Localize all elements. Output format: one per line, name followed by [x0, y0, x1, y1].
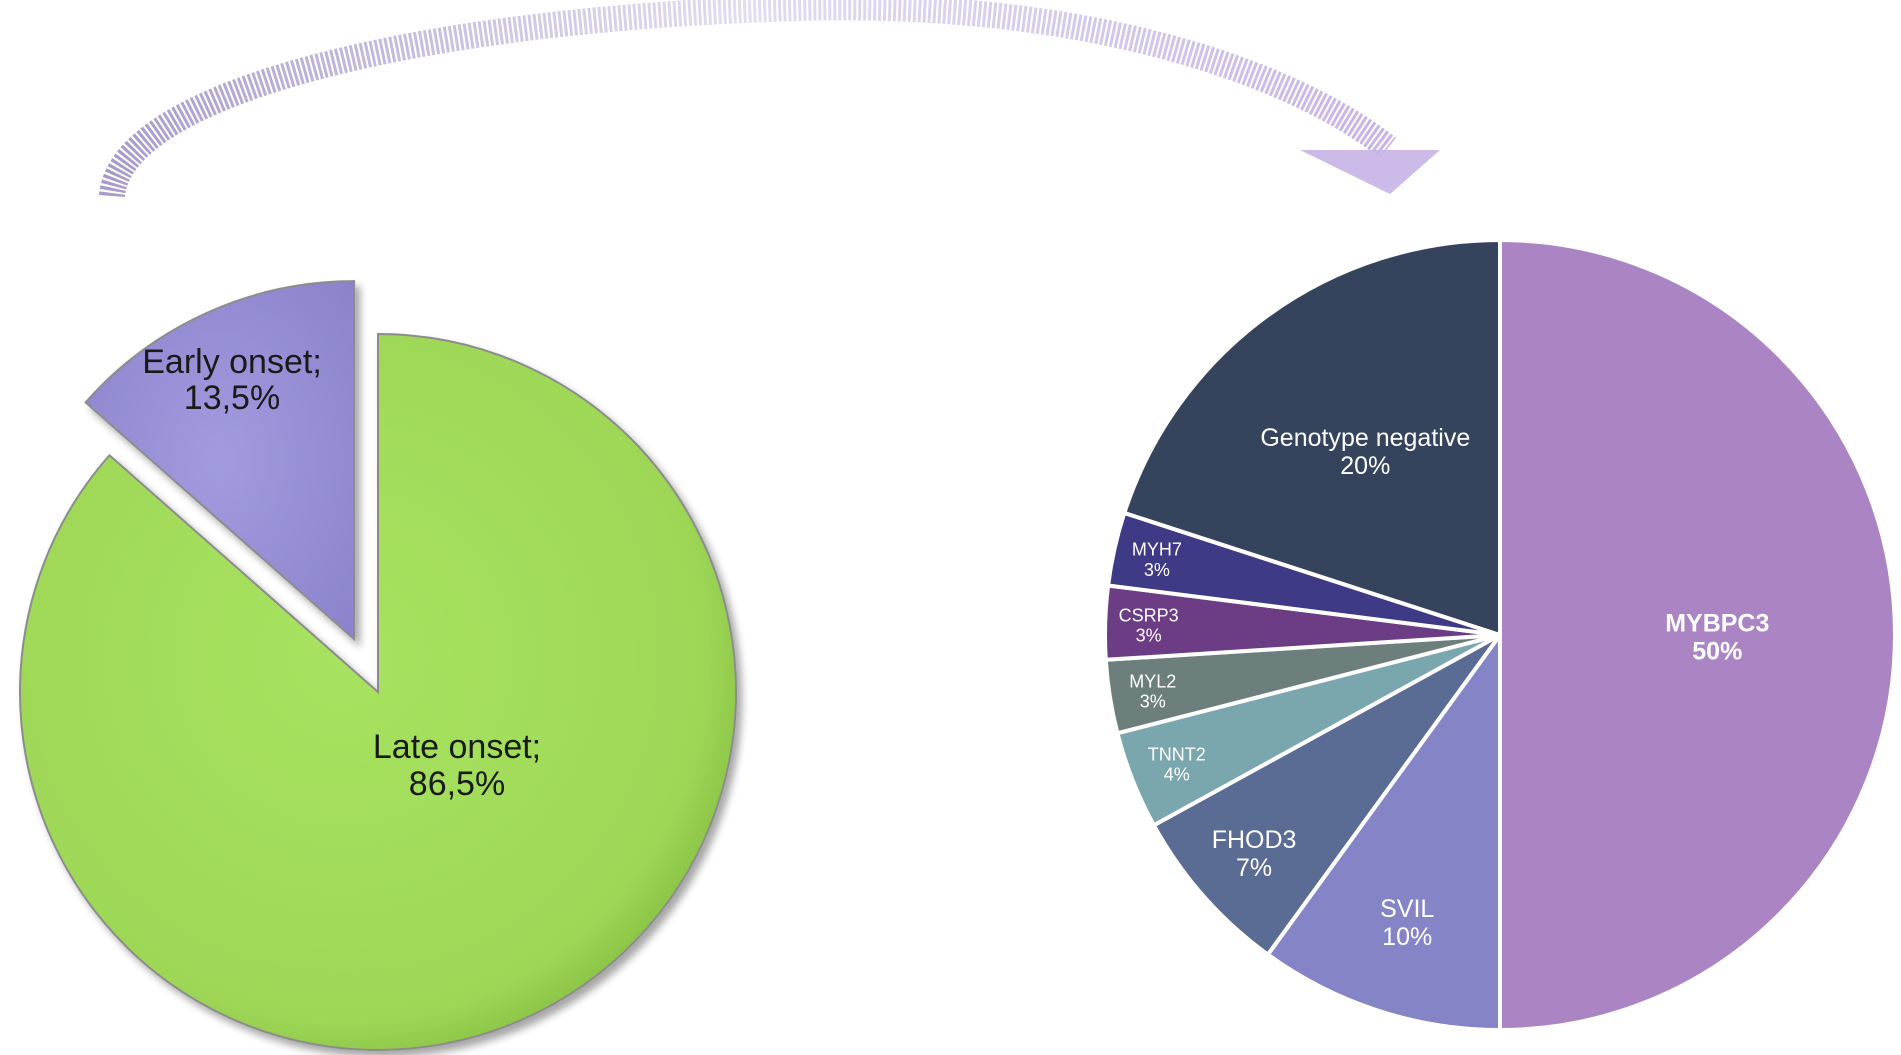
- fhod3-name: FHOD3: [1212, 826, 1297, 854]
- early-onset-label: Early onset; 13,5%: [142, 343, 322, 417]
- pie-slice-group-early-onset: [84, 280, 356, 642]
- myh7-value: 3%: [1144, 560, 1170, 580]
- svil-name: SVIL: [1380, 895, 1434, 923]
- svil-value: 10%: [1382, 923, 1432, 951]
- mybpc3-name: MYBPC3: [1665, 609, 1769, 637]
- tnnt2-label: TNNT2 4%: [1148, 744, 1206, 784]
- myl2-name: MYL2: [1129, 671, 1176, 691]
- genotype-negative-value: 20%: [1340, 452, 1390, 480]
- myl2-label: MYL2 3%: [1129, 671, 1176, 711]
- tnnt2-name: TNNT2: [1148, 744, 1206, 764]
- pie-slice-late-onset: [19, 332, 737, 1051]
- pie-slice-svil: [1265, 633, 1502, 1032]
- fhod3-label: FHOD3 7%: [1212, 826, 1297, 882]
- csrp3-name: CSRP3: [1119, 605, 1179, 625]
- genotype-negative-name: Genotype negative: [1260, 424, 1470, 452]
- myh7-name: MYH7: [1132, 540, 1182, 560]
- arrow-head: [1300, 150, 1440, 194]
- flow-arrow: [99, 0, 1440, 198]
- genotype-pie-chart: MYBPC3 50%SVIL 10%FHOD3 7%TNNT2 4%MYL2 3%CSRP…: [1103, 238, 1897, 1032]
- myh7-label: MYH7 3%: [1132, 540, 1182, 580]
- csrp3-value: 3%: [1136, 625, 1162, 645]
- late-onset-name: Late onset;: [373, 728, 541, 766]
- mybpc3-label: MYBPC3 50%: [1665, 609, 1769, 665]
- pie-slice-mybpc3: [1498, 238, 1897, 1032]
- pie-slice-genotype-negative: [1122, 238, 1502, 637]
- onset-pie-chart: Early onset; 13,5% Late onset; 86,5%: [19, 280, 737, 1051]
- late-onset-label: Late onset; 86,5%: [373, 728, 541, 803]
- genotype-negative-label: Genotype negative 20%: [1260, 424, 1470, 480]
- early-onset-value: 13,5%: [184, 379, 280, 417]
- arrow-shaft: [99, 0, 1397, 198]
- svil-label: SVIL 10%: [1380, 895, 1434, 951]
- pie-slice-early-onset: [84, 280, 356, 642]
- mybpc3-value: 50%: [1692, 637, 1742, 665]
- pie-slice-fhod3: [1151, 633, 1502, 957]
- csrp3-label: CSRP3 3%: [1119, 605, 1179, 645]
- myl2-value: 3%: [1140, 691, 1166, 711]
- pie-slice-group-late-onset: [19, 332, 737, 1051]
- late-onset-value: 86,5%: [409, 765, 505, 803]
- tnnt2-value: 4%: [1164, 764, 1190, 784]
- fhod3-value: 7%: [1236, 854, 1272, 882]
- early-onset-name: Early onset;: [142, 343, 322, 381]
